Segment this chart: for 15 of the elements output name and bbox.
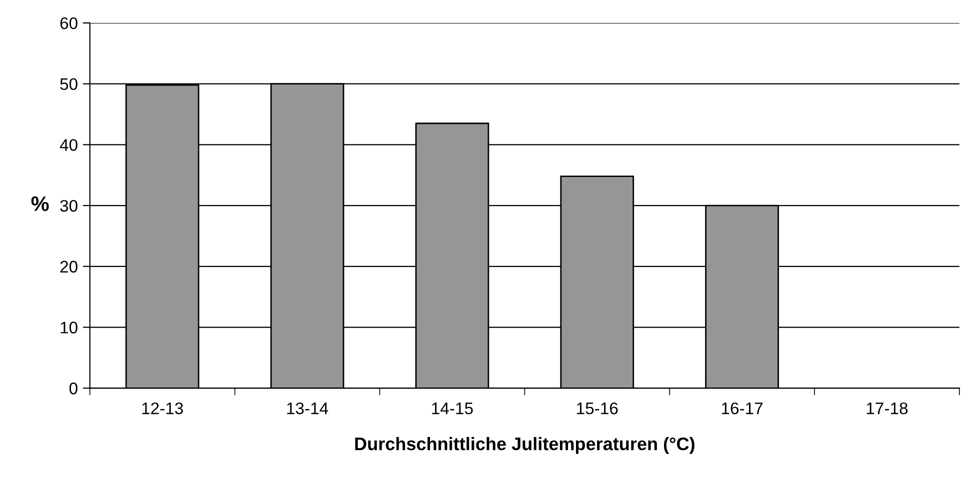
- y-tick-label: 60: [60, 17, 78, 30]
- x-axis-title: Durchschnittliche Julitemperaturen (°C): [355, 437, 694, 454]
- y-tick-label: 40: [60, 139, 78, 151]
- y-axis-title: %: [31, 196, 49, 212]
- y-tick-label: 50: [60, 78, 78, 90]
- x-tick-label: 16-17: [722, 402, 763, 414]
- x-tick-label: 13-14: [287, 402, 328, 414]
- x-tick-label: 12-13: [142, 402, 183, 414]
- y-tick-label: 0: [69, 382, 78, 394]
- x-tick-label: 14-15: [432, 402, 473, 414]
- y-tick-label: 30: [60, 200, 78, 212]
- x-tick-label: 17-18: [866, 402, 908, 414]
- y-tick-label: 20: [60, 260, 78, 273]
- y-tick-label: 10: [60, 322, 78, 334]
- x-tick-label: 15-16: [577, 402, 618, 414]
